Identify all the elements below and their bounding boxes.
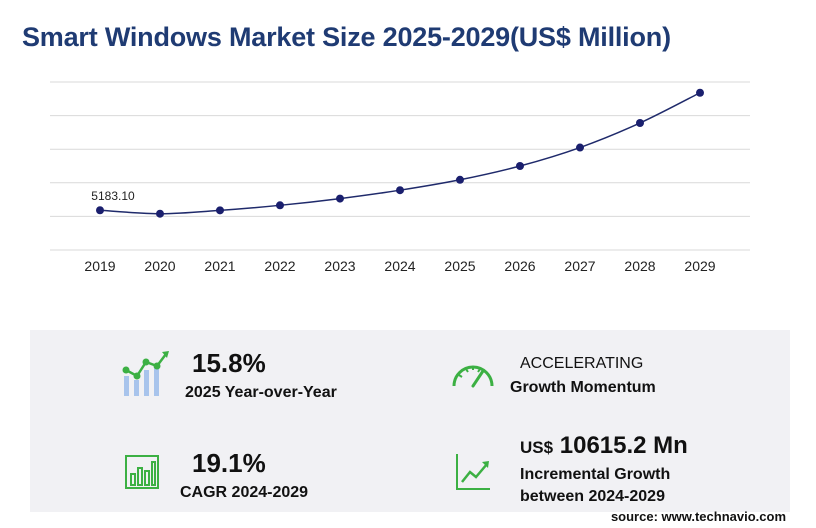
- x-tick-2020: 2020: [144, 258, 175, 274]
- x-tick-2022: 2022: [264, 258, 295, 274]
- bar-chart-icon: [125, 455, 159, 489]
- grid-lines: [50, 81, 750, 251]
- stats-panel: 15.8% 2025 Year-over-Year ACCELERATING G…: [30, 330, 790, 512]
- incremental-value: 10615.2 Mn: [559, 432, 688, 459]
- series-line: [99, 92, 701, 215]
- growth-chart-icon: [122, 351, 169, 396]
- data-labels: 5183.10: [91, 189, 135, 203]
- data-point-2029: [696, 88, 704, 97]
- incremental-prefix: US$: [520, 438, 554, 457]
- data-point-2026: [516, 162, 524, 170]
- line-chart: 2019 2020 2021 2022 2023 2024 2025 2026 2027 2028…: [50, 81, 750, 274]
- x-tick-2028: 2028: [624, 258, 655, 274]
- data-point-2027: [576, 143, 584, 152]
- x-tick-2019: 2019: [84, 258, 115, 274]
- data-point-2024: [396, 186, 404, 195]
- data-point-2025: [456, 175, 464, 184]
- momentum-bottom: Growth Momentum: [510, 379, 656, 396]
- cagr-value: 19.1%: [192, 448, 266, 478]
- x-axis-ticks: 2019 2020 2021 2022 2023 2024 2025 2026 2027 2028…: [84, 258, 715, 274]
- x-tick-2023: 2023: [324, 258, 355, 274]
- markers: [96, 88, 704, 218]
- incremental-value-row: US$ 10615.2 Mn: [520, 432, 688, 460]
- incremental-label-2: between 2024-2029: [520, 488, 665, 505]
- cagr-label: CAGR 2024-2029: [180, 484, 309, 501]
- x-tick-2021: 2021: [204, 258, 235, 274]
- data-point-2021: [216, 206, 224, 215]
- incremental-label-1: Incremental Growth: [520, 466, 671, 483]
- source-credit: source: www.technavio.com: [610, 509, 786, 524]
- data-point-2019: [96, 206, 104, 215]
- yoy-value: 15.8%: [192, 348, 266, 378]
- x-tick-2026: 2026: [504, 258, 535, 274]
- data-point-2028: [636, 118, 644, 127]
- x-tick-2027: 2027: [564, 258, 595, 274]
- data-point-2022: [276, 201, 284, 210]
- yoy-label: 2025 Year-over-Year: [185, 384, 337, 401]
- data-point-2020: [156, 209, 164, 218]
- chart-title: Smart Windows Market Size 2025-2029(US$ …: [22, 22, 671, 52]
- x-tick-2029: 2029: [684, 258, 715, 274]
- data-point-2023: [336, 194, 344, 203]
- data-label: 5183.10: [91, 189, 135, 203]
- speedometer-icon: [452, 365, 494, 388]
- x-tick-2024: 2024: [384, 258, 415, 274]
- trend-line-icon: [456, 454, 490, 490]
- x-tick-2025: 2025: [444, 258, 475, 274]
- momentum-top: ACCELERATING: [520, 355, 644, 372]
